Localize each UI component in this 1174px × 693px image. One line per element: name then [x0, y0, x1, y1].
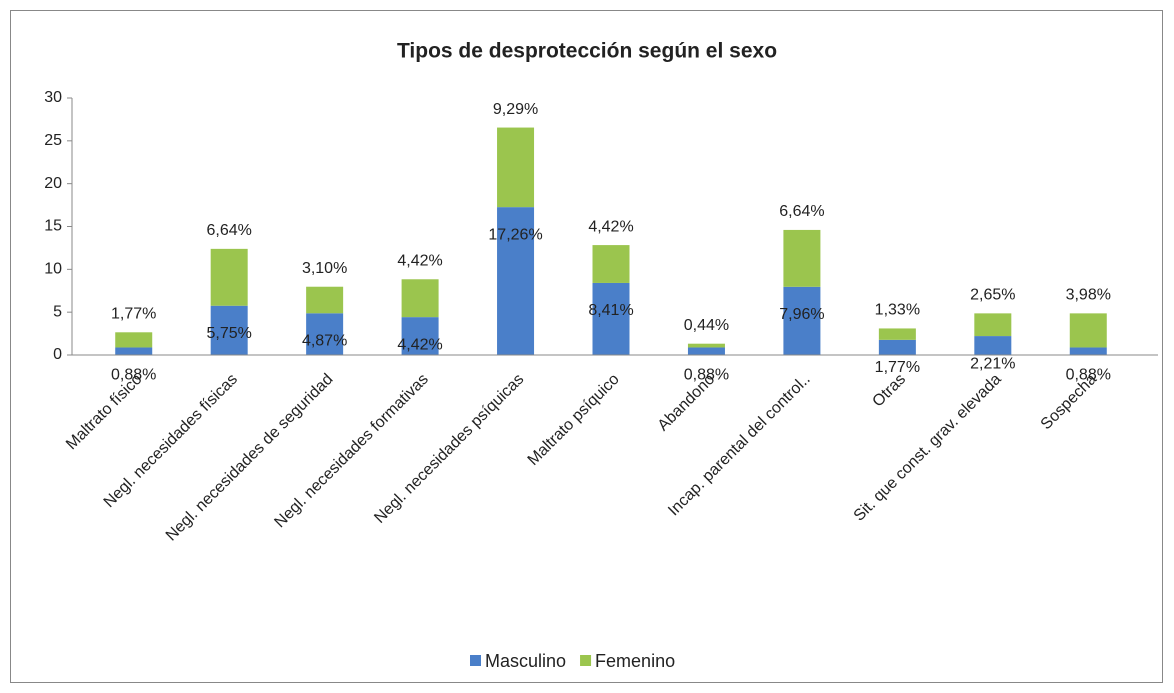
value-label: 3,98% — [1066, 287, 1111, 304]
bar-segment — [592, 245, 630, 283]
value-label: 2,21% — [970, 355, 1015, 372]
bar-segment — [687, 343, 725, 348]
bar-segment — [783, 286, 821, 355]
bar-segment — [878, 328, 916, 340]
y-tick-label: 0 — [53, 346, 62, 363]
bar-segment — [1069, 313, 1107, 348]
value-label: 6,64% — [206, 222, 251, 239]
bar-segment — [306, 286, 344, 314]
value-label: 4,42% — [397, 336, 442, 353]
y-tick-label: 25 — [44, 132, 62, 149]
y-tick-label: 10 — [44, 261, 62, 278]
y-tick-label: 20 — [44, 175, 62, 192]
bar-segment — [974, 336, 1012, 355]
value-label: 1,77% — [875, 359, 920, 376]
bar-segment — [115, 332, 153, 348]
bar-segment — [497, 207, 535, 355]
value-label: 6,64% — [779, 203, 824, 220]
value-label: 17,26% — [488, 226, 542, 243]
bar-segment — [687, 347, 725, 355]
bar-segment — [592, 282, 630, 355]
legend-label: Masculino — [485, 651, 566, 671]
value-label: 0,88% — [111, 367, 156, 384]
chart-title: Tipos de desprotección según el sexo — [397, 40, 777, 63]
bar-segment — [115, 347, 153, 355]
value-label: 4,87% — [302, 332, 347, 349]
bar-segment — [401, 279, 439, 318]
value-label: 5,75% — [206, 325, 251, 342]
bar-segment — [974, 313, 1012, 337]
chart-frame — [10, 10, 1163, 683]
bar-segment — [1069, 347, 1107, 355]
bar-segment — [210, 305, 248, 355]
legend-swatch — [470, 655, 481, 666]
value-label: 1,77% — [111, 306, 156, 323]
y-tick-label: 5 — [53, 303, 62, 320]
bar-segment — [497, 127, 535, 208]
bar-segment — [210, 248, 248, 306]
bar-segment — [783, 229, 821, 287]
value-label: 4,42% — [588, 218, 633, 235]
y-tick-label: 15 — [44, 218, 62, 235]
value-label: 0,88% — [684, 367, 729, 384]
legend-label: Femenino — [595, 651, 675, 671]
value-label: 3,10% — [302, 260, 347, 277]
value-label: 2,65% — [970, 287, 1015, 304]
bar-segment — [306, 313, 344, 355]
value-label: 0,88% — [1066, 367, 1111, 384]
bar-segment — [878, 339, 916, 355]
value-label: 9,29% — [493, 101, 538, 118]
bar-segment — [401, 317, 439, 355]
value-label: 0,44% — [684, 317, 729, 334]
value-label: 7,96% — [779, 306, 824, 323]
value-label: 8,41% — [588, 302, 633, 319]
legend-swatch — [580, 655, 592, 666]
y-tick-label: 30 — [44, 89, 62, 106]
value-label: 1,33% — [875, 302, 920, 319]
value-label: 4,42% — [397, 252, 442, 269]
